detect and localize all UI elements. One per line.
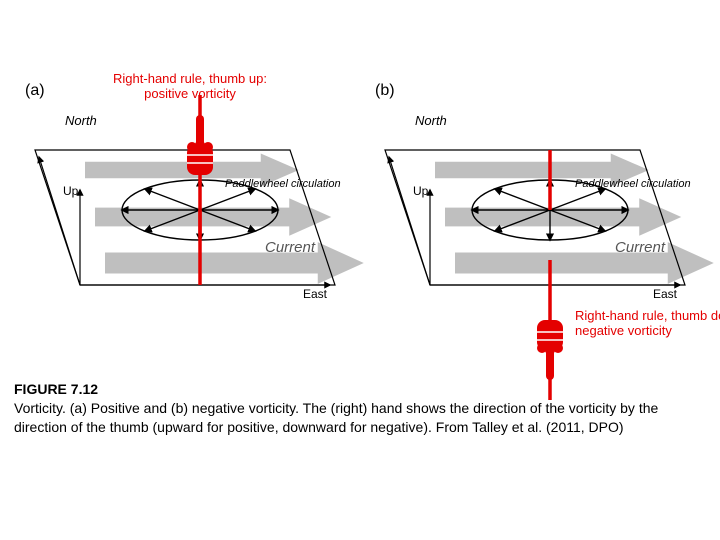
panel-b-rule-line1: Right-hand rule, thumb down: (575, 308, 720, 323)
figure-number: FIGURE 7.12 (14, 381, 98, 397)
panel-a-rule-line2: positive vorticity (144, 86, 236, 101)
north-label-a: North (65, 113, 97, 128)
north-label-b: North (415, 113, 447, 128)
paddlewheel-label-b: Paddlewheel circulation (575, 178, 691, 190)
figure-caption-text: Vorticity. (a) Positive and (b) negative… (14, 400, 658, 435)
panel-b-label: (b) (375, 82, 395, 99)
current-label-b: Current (615, 239, 666, 256)
figure-caption: FIGURE 7.12 Vorticity. (a) Positive and … (14, 380, 704, 437)
panel-a-rule-line1: Right-hand rule, thumb up: (113, 71, 267, 86)
panel-b: (b) Right-hand rule, thumb down: negativ… (375, 82, 720, 400)
panel-b-rule-line2: negative vorticity (575, 323, 672, 338)
vorticity-figure: (a) Right-hand rule, thumb up: positive … (0, 0, 720, 540)
panel-a: (a) Right-hand rule, thumb up: positive … (25, 71, 364, 301)
paddlewheel-label-a: Paddlewheel circulation (225, 178, 341, 190)
up-label-b: Up (413, 184, 429, 198)
panel-a-label: (a) (25, 82, 45, 99)
current-label-a: Current (265, 239, 316, 256)
up-label-a: Up (63, 184, 79, 198)
east-label-b: East (653, 287, 678, 301)
hand-thumb-down (537, 150, 563, 400)
east-label-a: East (303, 287, 328, 301)
